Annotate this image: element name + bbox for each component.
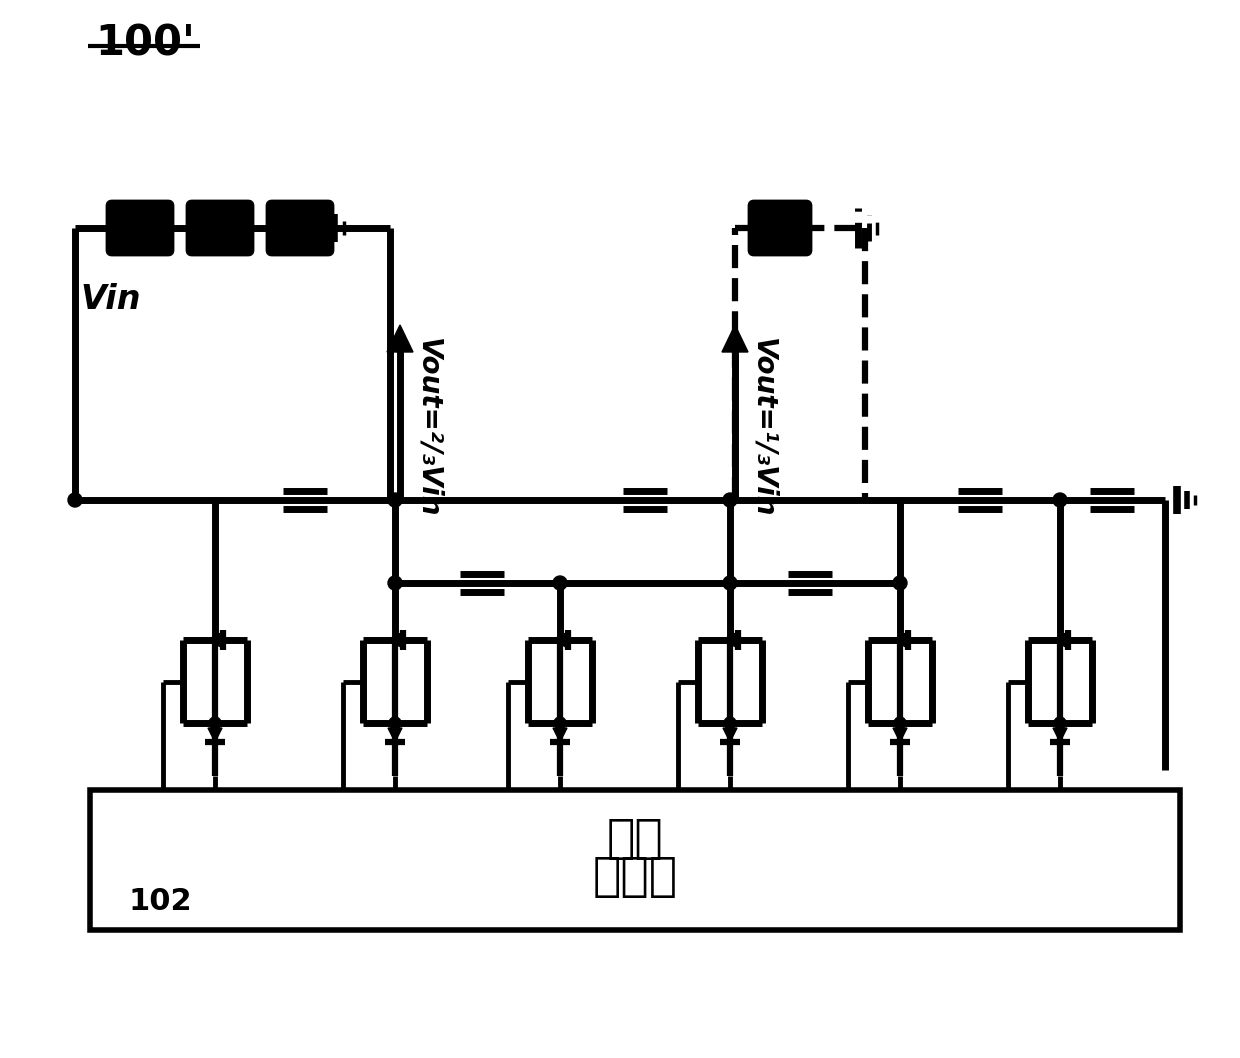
Text: 栅极: 栅极: [606, 818, 663, 862]
Text: 驱动器: 驱动器: [593, 856, 677, 900]
Circle shape: [723, 576, 737, 590]
Polygon shape: [388, 728, 402, 742]
Polygon shape: [553, 728, 567, 742]
Circle shape: [554, 717, 565, 729]
Text: Vin: Vin: [81, 282, 140, 316]
Circle shape: [388, 493, 402, 507]
FancyBboxPatch shape: [267, 201, 334, 255]
Text: 100': 100': [95, 23, 195, 65]
Text: Vout=²/₃Vin: Vout=²/₃Vin: [414, 338, 441, 517]
Circle shape: [68, 493, 82, 507]
FancyBboxPatch shape: [749, 201, 811, 255]
Circle shape: [553, 576, 567, 590]
Polygon shape: [1052, 632, 1068, 647]
Circle shape: [1053, 493, 1066, 507]
Circle shape: [210, 717, 221, 729]
Polygon shape: [722, 632, 738, 647]
Circle shape: [1054, 717, 1066, 729]
Circle shape: [724, 717, 737, 729]
Polygon shape: [892, 632, 908, 647]
FancyBboxPatch shape: [107, 201, 174, 255]
Polygon shape: [208, 728, 222, 742]
Circle shape: [723, 493, 737, 507]
Polygon shape: [552, 632, 568, 647]
Polygon shape: [387, 632, 403, 647]
Polygon shape: [723, 728, 737, 742]
Circle shape: [894, 717, 906, 729]
Polygon shape: [722, 325, 748, 352]
Polygon shape: [207, 632, 223, 647]
Text: 102: 102: [128, 888, 192, 916]
Circle shape: [893, 576, 906, 590]
Circle shape: [388, 576, 402, 590]
Polygon shape: [893, 728, 906, 742]
Text: Vout=¹/₃Vin: Vout=¹/₃Vin: [749, 338, 777, 517]
Circle shape: [389, 717, 401, 729]
FancyBboxPatch shape: [187, 201, 253, 255]
Polygon shape: [387, 325, 413, 352]
Polygon shape: [1053, 728, 1066, 742]
Bar: [91, 790, 1180, 930]
